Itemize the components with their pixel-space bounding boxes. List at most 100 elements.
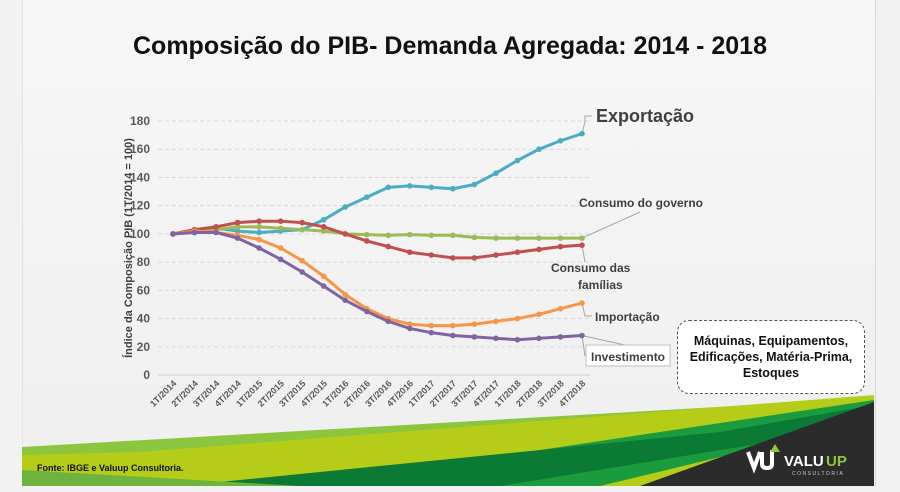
leader-line — [581, 335, 626, 346]
data-point — [493, 252, 499, 258]
data-point — [579, 130, 585, 137]
data-point — [428, 232, 435, 239]
y-tick-label: 60 — [137, 283, 151, 297]
logo-name-part1: VALU — [784, 453, 824, 470]
data-point — [536, 146, 542, 153]
y-tick-label: 140 — [130, 170, 150, 184]
data-point — [385, 318, 392, 325]
source-note: Fonte: IBGE e Valuup Consultoria. — [37, 463, 184, 473]
data-point — [450, 332, 456, 339]
data-point — [493, 235, 499, 241]
data-point — [234, 224, 241, 230]
logo-tagline: CONSULTORIA — [792, 471, 844, 477]
data-point — [557, 137, 564, 144]
series-label-exportacao: Exportação — [596, 106, 694, 126]
leader-line — [581, 211, 641, 239]
data-point — [450, 185, 456, 192]
data-point — [428, 252, 435, 258]
series-label-governo: Consumo do governo — [579, 196, 703, 210]
y-tick-label: 20 — [137, 340, 151, 354]
data-point — [385, 243, 392, 250]
data-point — [191, 229, 198, 236]
data-point — [256, 236, 262, 243]
data-point — [514, 315, 521, 322]
data-point — [385, 232, 392, 239]
footer-decoration — [22, 395, 874, 486]
investimento-label-box — [585, 344, 671, 367]
data-point — [406, 183, 413, 189]
logo-name-part2: UP — [826, 453, 847, 470]
valuup-logo: VALU UP CONSULTORIA — [746, 444, 847, 477]
data-point — [363, 308, 370, 315]
data-point — [471, 334, 478, 340]
series-line — [172, 132, 583, 236]
slide — [22, 0, 876, 486]
data-point — [579, 242, 585, 248]
data-point — [256, 224, 262, 230]
data-point — [428, 184, 435, 191]
data-point — [299, 226, 305, 233]
data-point — [493, 335, 499, 342]
series-line — [172, 225, 582, 240]
data-point — [471, 255, 478, 261]
data-point — [277, 245, 284, 251]
data-point — [406, 249, 413, 256]
data-point — [299, 257, 305, 264]
logo-arrow-icon — [770, 444, 780, 452]
data-point — [342, 291, 349, 298]
data-point — [493, 318, 499, 325]
leader-line — [581, 115, 592, 134]
data-point — [493, 170, 499, 177]
data-point — [213, 229, 219, 236]
data-point — [363, 238, 370, 244]
data-point — [299, 269, 305, 275]
series-line — [172, 229, 583, 328]
data-point — [557, 334, 564, 340]
data-point — [342, 297, 349, 304]
data-point — [320, 224, 327, 230]
data-point — [299, 219, 305, 226]
data-point — [428, 322, 435, 329]
data-point — [406, 321, 413, 328]
y-tick-label: 40 — [137, 312, 151, 326]
footer-band-dark-green — [180, 405, 874, 486]
data-point — [514, 336, 521, 343]
data-point — [579, 300, 585, 306]
data-point — [406, 231, 413, 238]
series-label-familias-1: Consumo das — [551, 261, 631, 275]
y-tick-label: 100 — [130, 227, 150, 241]
investment-components-callout: Máquinas, Equipamentos, Edificações, Mat… — [677, 320, 865, 394]
data-point — [234, 228, 241, 234]
data-point — [450, 232, 456, 239]
series-label-familias-2: famílias — [578, 278, 623, 292]
y-tick-label: 180 — [130, 114, 150, 128]
series-label-importacao: Importação — [595, 310, 660, 324]
data-point — [471, 321, 478, 328]
data-point — [557, 305, 564, 312]
y-tick-label: 160 — [130, 142, 150, 156]
data-point — [385, 184, 392, 191]
logo-mark — [746, 450, 774, 474]
data-point — [277, 218, 284, 224]
data-point — [213, 224, 219, 230]
data-point — [342, 204, 349, 210]
data-point — [471, 234, 478, 241]
data-point — [320, 216, 327, 223]
data-point — [471, 181, 478, 188]
series-line — [172, 230, 583, 342]
data-point — [256, 229, 262, 236]
data-point — [536, 311, 542, 318]
data-point — [450, 255, 456, 261]
leader-line — [581, 335, 586, 357]
series-label-investimento: Investimento — [591, 350, 665, 364]
data-point — [342, 231, 349, 237]
y-tick-label: 0 — [143, 368, 150, 382]
data-point — [234, 219, 241, 226]
data-point — [536, 235, 542, 241]
series-line — [172, 219, 583, 260]
data-point — [406, 325, 413, 332]
leader-line — [581, 302, 592, 317]
data-point — [579, 235, 585, 241]
chart-title: Composição do PIB- Demanda Agregada: 201… — [133, 32, 767, 60]
